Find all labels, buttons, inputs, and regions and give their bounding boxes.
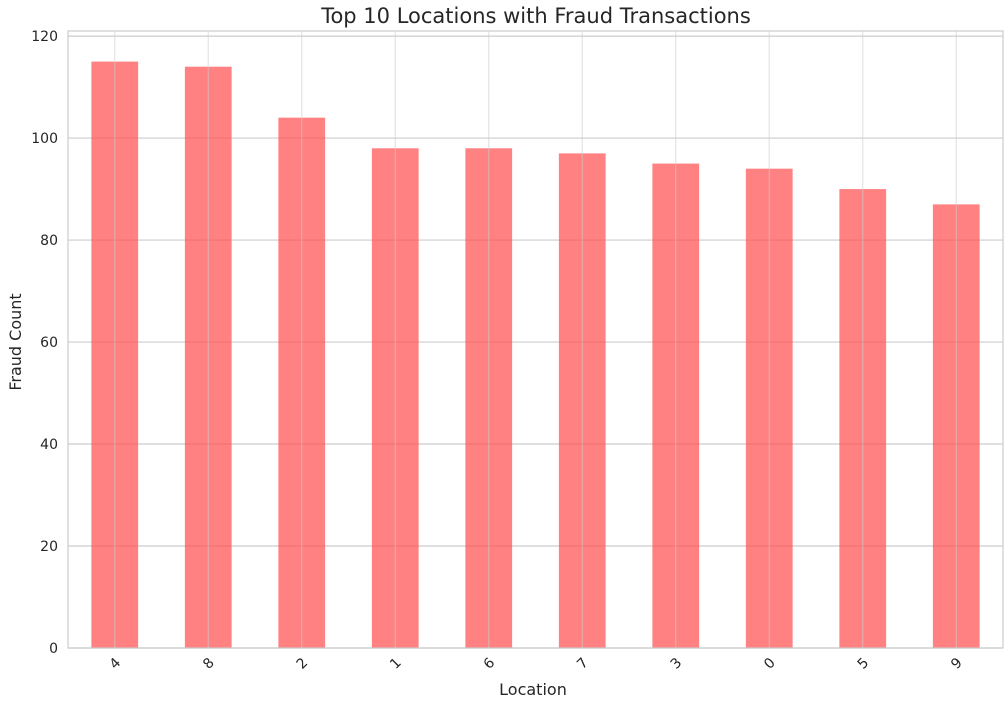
y-tick-label: 0 xyxy=(49,641,58,657)
x-axis-label: Location xyxy=(499,680,567,699)
y-tick-label: 100 xyxy=(31,131,58,147)
x-tick-label: 2 xyxy=(294,655,312,673)
x-tick-label: 6 xyxy=(481,655,499,673)
x-tick-label: 9 xyxy=(948,655,966,673)
y-tick-label: 40 xyxy=(40,437,58,453)
plot-frame xyxy=(67,30,1004,649)
x-tick-label: 0 xyxy=(761,655,779,673)
x-tick-label: 4 xyxy=(107,655,125,673)
x-tick-labels: 4 8 2 1 6 7 3 0 5 9 xyxy=(107,655,966,673)
y-tick-label: 20 xyxy=(40,539,58,555)
x-tick-label: 7 xyxy=(574,655,592,673)
x-tick-label: 5 xyxy=(855,655,873,673)
y-tick-label: 120 xyxy=(31,29,58,45)
y-tick-labels: 0 20 40 60 80 100 120 xyxy=(31,29,58,657)
chart-title: Top 10 Locations with Fraud Transactions xyxy=(320,4,751,28)
bar-group xyxy=(91,61,980,649)
x-tick-label: 8 xyxy=(200,655,218,673)
vertical-grid-lines xyxy=(114,31,957,648)
x-tick-label: 1 xyxy=(387,655,405,673)
y-axis-label: Fraud Count xyxy=(6,293,25,390)
x-tick-label: 3 xyxy=(668,655,686,673)
y-tick-label: 80 xyxy=(40,233,58,249)
y-tick-label: 60 xyxy=(40,335,58,351)
